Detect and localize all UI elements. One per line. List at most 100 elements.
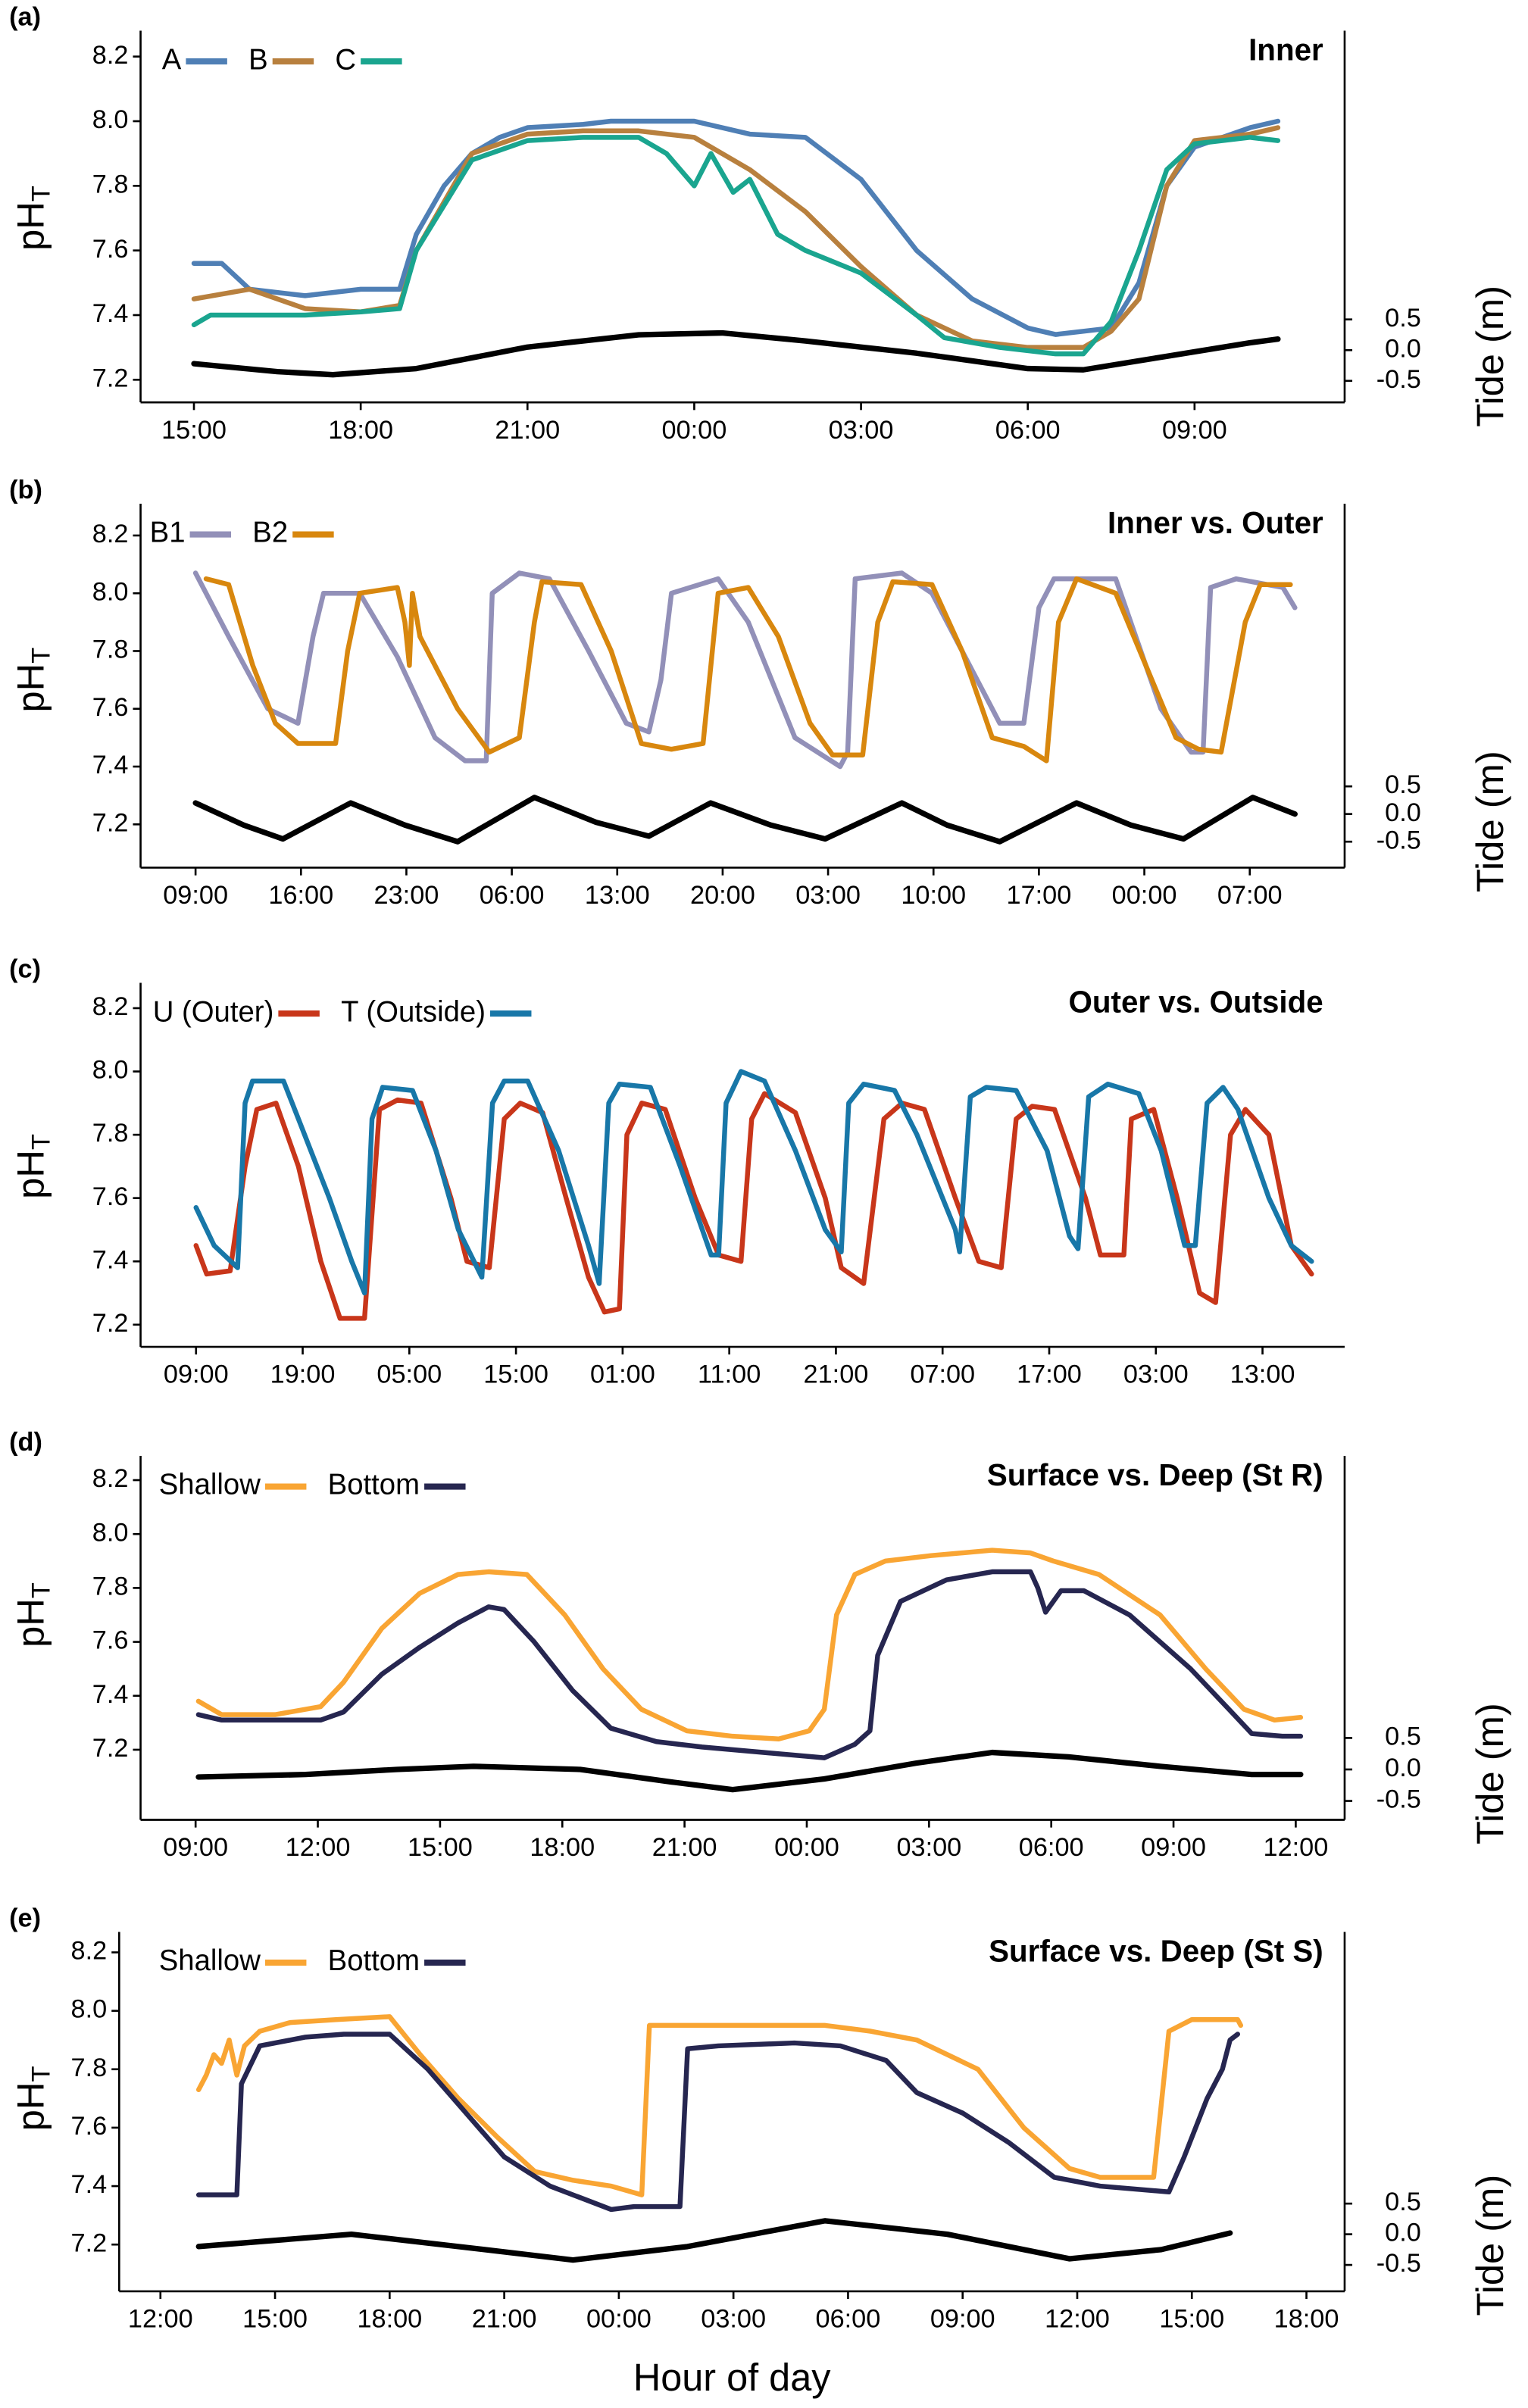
panel-label: (e) bbox=[9, 1904, 41, 1932]
x-tick-label: 15:00 bbox=[1159, 2304, 1224, 2333]
x-tick-label: 03:00 bbox=[701, 2304, 766, 2333]
x-tick-label: 06:00 bbox=[816, 2304, 881, 2333]
y-axis-label-sub: T bbox=[27, 648, 56, 664]
y-tick-label: 7.8 bbox=[92, 1119, 129, 1148]
y2-tick-label: -0.5 bbox=[1376, 826, 1421, 854]
y-axis-label-sub: T bbox=[27, 1134, 56, 1150]
y-axis-label: pHT bbox=[9, 186, 56, 251]
y2-tick-label: -0.5 bbox=[1376, 365, 1421, 394]
chart-title: Surface vs. Deep (St R) bbox=[987, 1457, 1323, 1492]
y-tick-label: 7.8 bbox=[92, 636, 129, 664]
x-tick-label: 03:00 bbox=[795, 881, 861, 910]
y2-tick-label: 0.0 bbox=[1385, 334, 1421, 363]
panel: 8.2 8.0 7.8 7.6 7.4 7.2 15:00 18:00 21:00 00:00 03… bbox=[9, 2, 1511, 444]
legend-label: B1 bbox=[150, 517, 186, 549]
chart-title: Outer vs. Outside bbox=[1069, 985, 1323, 1020]
data-line bbox=[192, 570, 1298, 770]
y2-axis-label: Tide (m) bbox=[1468, 751, 1511, 892]
legend-label: T (Outside) bbox=[341, 995, 486, 1028]
panel-label: (b) bbox=[9, 476, 42, 504]
y-tick-label: 7.8 bbox=[71, 2054, 108, 2082]
x-tick-label: 00:00 bbox=[586, 2304, 652, 2333]
x-tick-label: 13:00 bbox=[585, 881, 650, 910]
x-tick-label: 15:00 bbox=[242, 2304, 308, 2333]
panel: 8.2 8.0 7.8 7.6 7.4 7.2 09:00 12:00 15:00 18:00 21… bbox=[9, 1428, 1511, 1862]
x-tick-label: 19:00 bbox=[270, 1360, 336, 1389]
y-axis-label-sub: T bbox=[27, 1582, 56, 1598]
y-axis-label: pHT bbox=[9, 1134, 56, 1199]
x-tick-label: 20:00 bbox=[690, 881, 755, 910]
y-tick-label: 8.0 bbox=[92, 577, 129, 606]
x-tick-label: 06:00 bbox=[480, 881, 545, 910]
y-tick-label: 8.2 bbox=[71, 1937, 108, 1966]
x-tick-label: 03:00 bbox=[1123, 1360, 1189, 1389]
x-tick-label: 17:00 bbox=[1017, 1360, 1082, 1389]
y-tick-label: 7.6 bbox=[92, 1626, 129, 1655]
x-tick-label: 03:00 bbox=[829, 416, 894, 445]
y-tick-label: 8.0 bbox=[92, 1056, 129, 1085]
y2-tick-label: -0.5 bbox=[1376, 1785, 1421, 1814]
y-tick-label: 7.4 bbox=[92, 751, 129, 779]
y-tick-label: 7.2 bbox=[92, 1309, 129, 1338]
y-tick-label: 7.4 bbox=[92, 1245, 129, 1274]
x-tick-label: 11:00 bbox=[698, 1360, 761, 1389]
y-axis-label-main: pH bbox=[9, 664, 52, 713]
y-tick-label: 8.2 bbox=[92, 1464, 129, 1493]
x-tick-label: 01:00 bbox=[590, 1360, 655, 1389]
x-tick-label: 03:00 bbox=[896, 1833, 961, 1862]
y-tick-label: 7.6 bbox=[71, 2112, 108, 2141]
y2-tick-label: -0.5 bbox=[1376, 2249, 1421, 2278]
y-tick-label: 8.2 bbox=[92, 992, 129, 1021]
x-tick-label: 06:00 bbox=[995, 416, 1061, 445]
x-tick-label: 00:00 bbox=[662, 416, 727, 445]
tide-line bbox=[192, 795, 1298, 845]
data-line bbox=[195, 2032, 1240, 2213]
x-tick-label: 23:00 bbox=[374, 881, 439, 910]
x-tick-label: 17:00 bbox=[1007, 881, 1072, 910]
y-axis-label-main: pH bbox=[9, 201, 52, 251]
x-tick-label: 00:00 bbox=[774, 1833, 839, 1862]
x-tick-label: 15:00 bbox=[483, 1360, 548, 1389]
x-tick-label: 15:00 bbox=[161, 416, 227, 445]
legend-label: A bbox=[162, 43, 182, 76]
x-tick-label: 18:00 bbox=[328, 416, 393, 445]
y-axis-label-sub: T bbox=[27, 186, 56, 201]
x-tick-label: 18:00 bbox=[530, 1833, 595, 1862]
y-tick-label: 7.2 bbox=[92, 1734, 129, 1763]
x-axis-label: Hour of day bbox=[633, 2356, 831, 2399]
legend-label: Shallow bbox=[159, 1469, 261, 1501]
chart-title: Surface vs. Deep (St S) bbox=[989, 1934, 1323, 1969]
y-tick-label: 8.0 bbox=[71, 1995, 108, 2024]
x-tick-label: 21:00 bbox=[495, 416, 560, 445]
y-tick-label: 7.8 bbox=[92, 1572, 129, 1601]
x-tick-label: 09:00 bbox=[163, 881, 228, 910]
y-tick-label: 8.0 bbox=[92, 1518, 129, 1547]
panel-label: (d) bbox=[9, 1428, 42, 1457]
y-axis-label-main: pH bbox=[9, 2082, 52, 2131]
data-line bbox=[195, 1569, 1304, 1760]
y-tick-label: 7.4 bbox=[71, 2170, 108, 2199]
x-tick-label: 09:00 bbox=[163, 1833, 228, 1862]
legend-label: C bbox=[335, 43, 356, 76]
y-tick-label: 7.8 bbox=[92, 170, 129, 198]
x-tick-label: 12:00 bbox=[128, 2304, 193, 2333]
y2-tick-label: 0.5 bbox=[1385, 304, 1421, 333]
x-tick-label: 12:00 bbox=[1264, 1833, 1329, 1862]
x-tick-label: 21:00 bbox=[652, 1833, 717, 1862]
y2-axis-label: Tide (m) bbox=[1468, 2175, 1511, 2316]
panel: 8.2 8.0 7.8 7.6 7.4 7.2 09:00 16:00 23:00 06:00 13… bbox=[9, 476, 1511, 910]
x-tick-label: 18:00 bbox=[1274, 2304, 1339, 2333]
x-tick-label: 21:00 bbox=[804, 1360, 869, 1389]
y2-tick-label: 0.0 bbox=[1385, 1754, 1421, 1782]
x-tick-label: 12:00 bbox=[286, 1833, 351, 1862]
y-tick-label: 8.0 bbox=[92, 105, 129, 134]
y-tick-label: 7.4 bbox=[92, 1680, 129, 1709]
panel: 8.2 8.0 7.8 7.6 7.4 7.2 09:00 19:00 05:00 15:00 01… bbox=[9, 954, 1345, 1389]
y2-axis-label: Tide (m) bbox=[1468, 286, 1511, 427]
data-line bbox=[193, 1091, 1314, 1321]
y-axis-label-sub: T bbox=[27, 2066, 56, 2082]
y-tick-label: 7.6 bbox=[92, 235, 129, 264]
data-line bbox=[203, 576, 1293, 764]
x-tick-label: 05:00 bbox=[377, 1360, 442, 1389]
